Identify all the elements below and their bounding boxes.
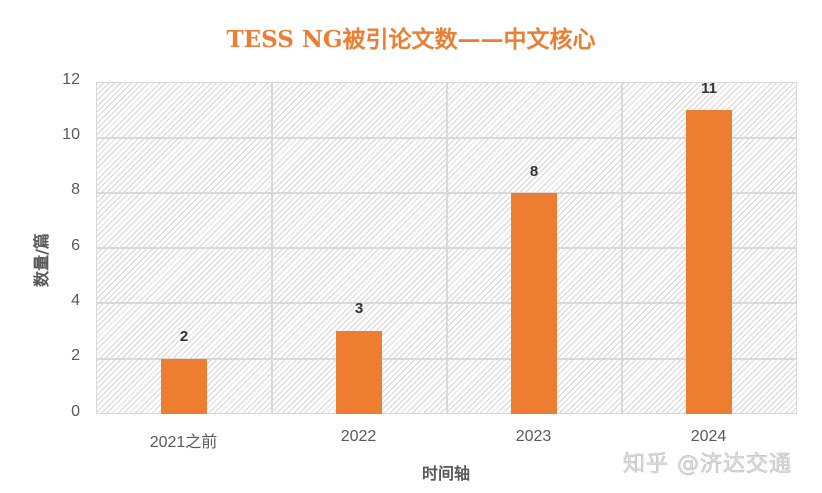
x-tick: 2022 [340,428,377,445]
y-tick: 4 [71,292,80,309]
category-divider [271,83,273,413]
y-tick: 0 [71,403,80,420]
x-axis-label: 时间轴 [421,464,470,483]
y-tick: 6 [71,237,80,254]
y-axis-label: 数量/篇 [32,233,51,287]
x-tick: 2023 [515,428,552,445]
bar-2021-before [161,359,207,414]
x-tick: 2021之前 [149,434,218,451]
bar-2024 [686,110,732,414]
watermark: 知乎 @济达交通 [623,452,792,478]
y-tick: 2 [71,347,80,364]
y-tick: 12 [62,71,80,88]
data-label: 2 [179,328,189,345]
x-tick: 2024 [690,428,727,445]
y-tick: 8 [71,181,80,198]
data-label: 8 [529,163,539,180]
data-label: 3 [354,300,364,317]
bar-2023 [511,193,557,414]
y-tick: 10 [62,126,80,143]
bar-2022 [336,331,382,414]
data-label: 11 [701,80,717,97]
chart-title: TESS NG被引论文数——中文核心 [226,26,596,53]
category-divider [621,83,623,413]
category-divider [446,83,448,413]
plot-area: 2 3 8 11 [96,80,797,414]
